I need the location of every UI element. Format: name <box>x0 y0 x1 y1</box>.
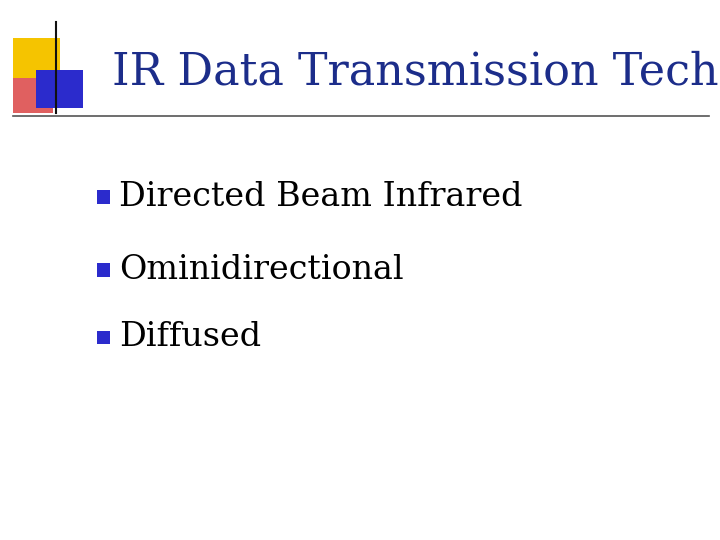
Bar <box>13 78 53 113</box>
Bar <box>13 38 60 78</box>
Bar <box>97 330 110 345</box>
Text: Directed Beam Infrared: Directed Beam Infrared <box>119 181 522 213</box>
Text: Ominidirectional: Ominidirectional <box>119 254 403 286</box>
Bar <box>36 70 83 108</box>
Bar <box>97 263 110 276</box>
Text: IR Data Transmission Techniques: IR Data Transmission Techniques <box>112 51 720 94</box>
Text: Diffused: Diffused <box>119 321 261 354</box>
Bar <box>97 190 110 204</box>
